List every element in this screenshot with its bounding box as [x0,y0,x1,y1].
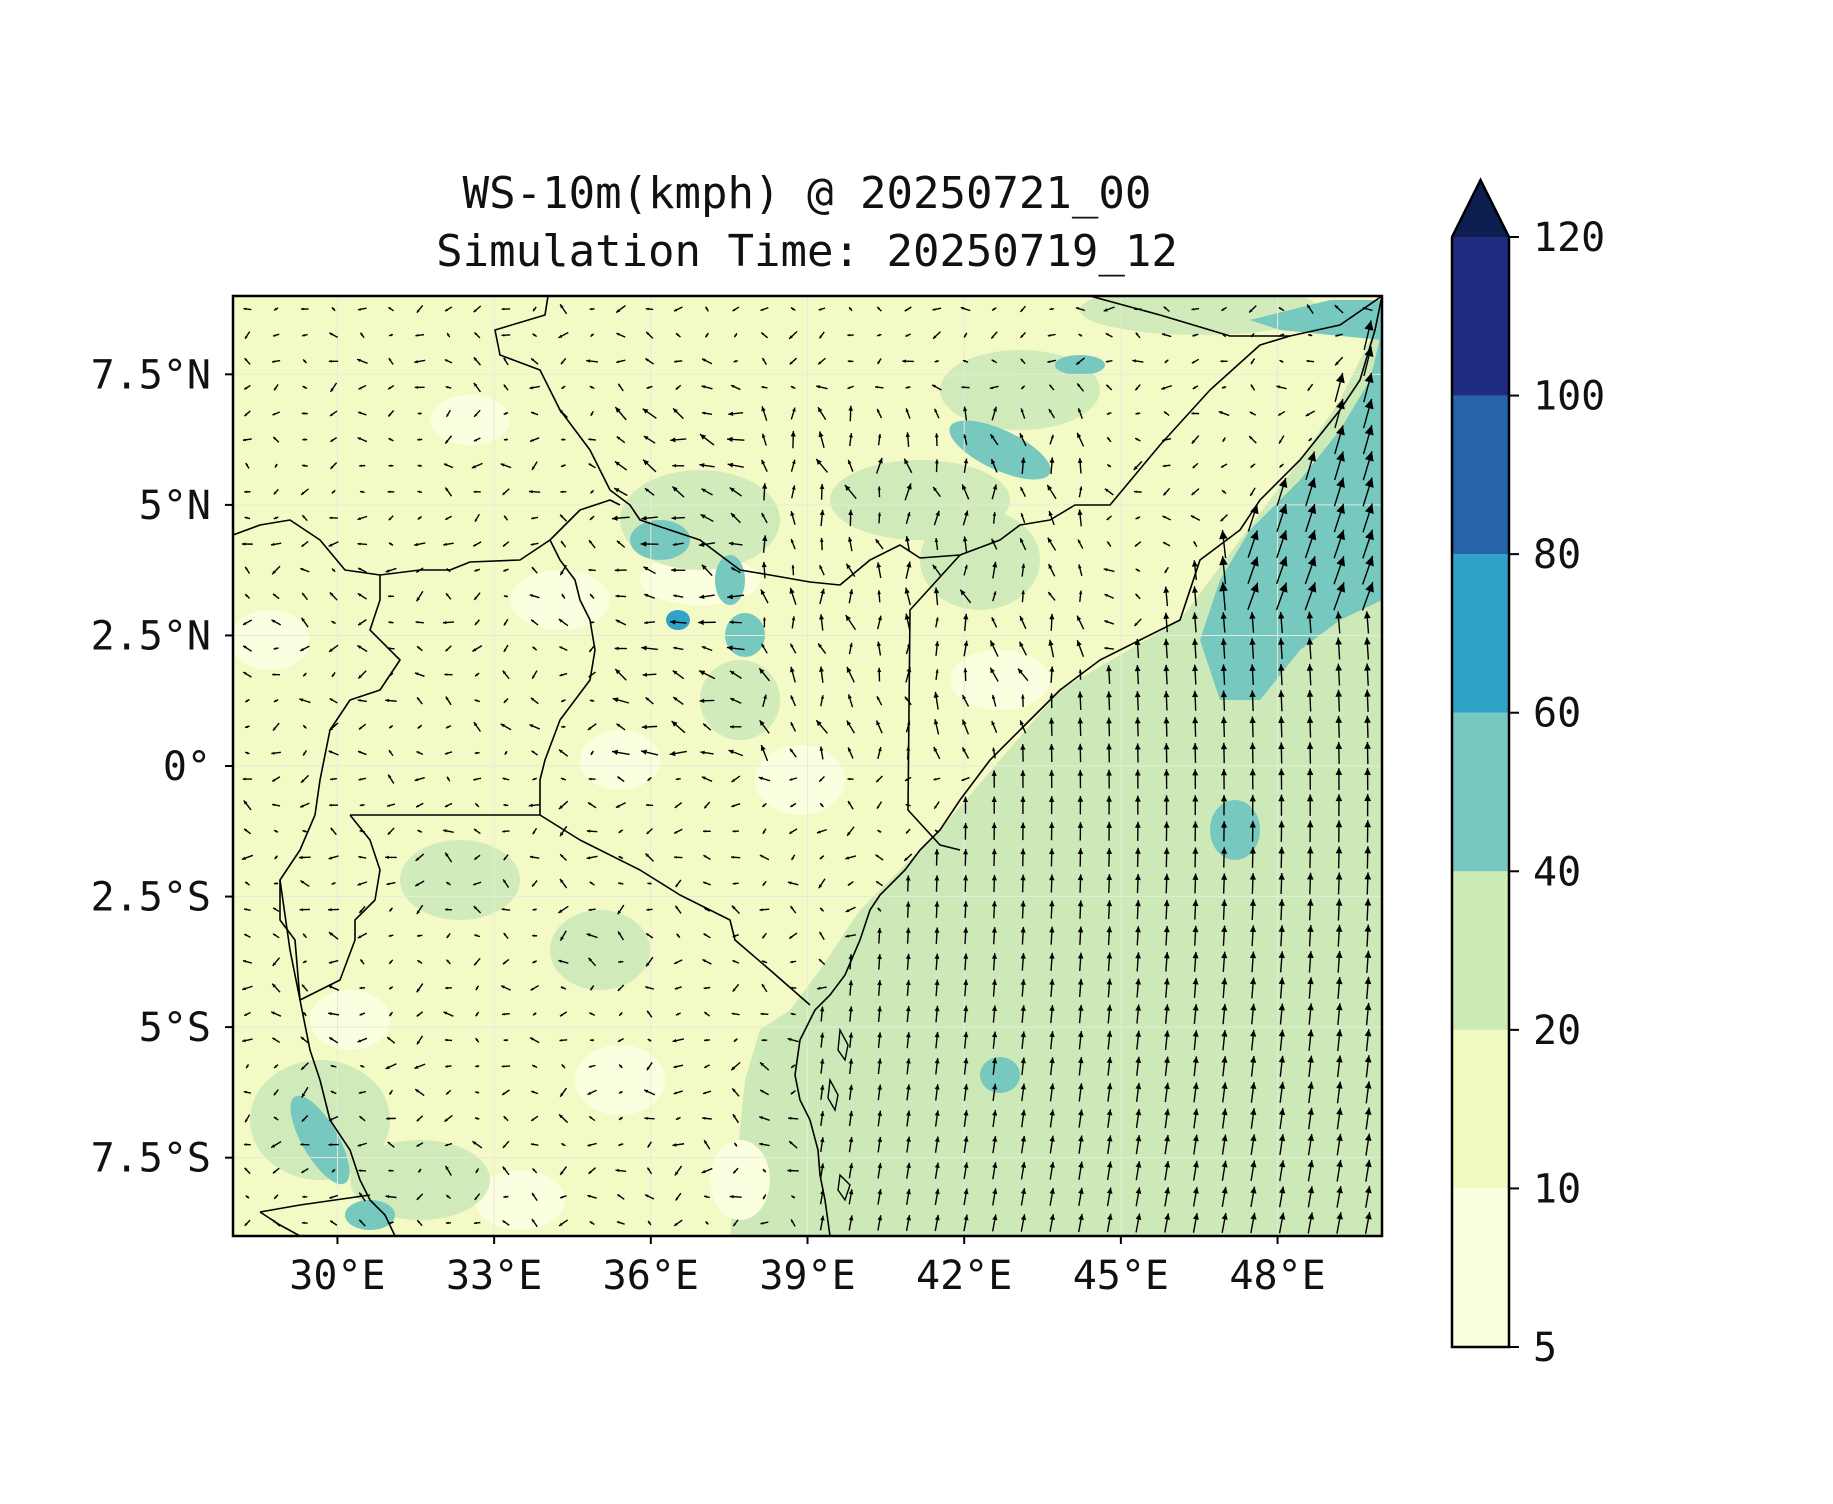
colorbar-segment [1452,1030,1509,1189]
colorbar-tick-label: 20 [1533,1008,1581,1054]
colorbar-tick-label: 80 [1533,532,1581,578]
colorbar-segment [1452,1188,1509,1347]
y-tick-label: 2.5°S [91,875,211,921]
x-tick-label: 48°E [1229,1253,1325,1299]
y-tick-label: 2.5°N [91,613,211,659]
colorbar-tick-label: 40 [1533,849,1581,895]
y-tick-label: 0° [163,744,211,790]
x-tick-label: 42°E [916,1253,1012,1299]
colorbar-extend-arrow [1452,180,1509,237]
colorbar: 5 10 20 40 60 80 100 120 [1452,180,1605,1371]
colorbar-tick-label: 60 [1533,691,1581,737]
x-tick-label: 39°E [759,1253,855,1299]
y-tick-label: 7.5°S [91,1136,211,1182]
y-tick-label: 5°S [139,1005,211,1051]
y-tick-label: 5°N [139,483,211,529]
map-panel [230,285,1382,1236]
map-title-line2: Simulation Time: 20250719_12 [436,226,1178,277]
x-tick-label: 33°E [446,1253,542,1299]
very-high-wind-patch [666,610,690,630]
colorbar-segment [1452,237,1509,396]
colorbar-tick-label: 100 [1533,374,1605,420]
map-title-line1: WS-10m(kmph) @ 20250721_00 [463,168,1152,219]
x-axis-ticks: 30°E 33°E 36°E 39°E 42°E 45°E 48°E [289,1236,1325,1299]
colorbar-tick-label: 5 [1533,1325,1557,1371]
x-tick-label: 30°E [289,1253,385,1299]
colorbar-segment [1452,871,1509,1030]
y-axis-ticks: 7.5°N 5°N 2.5°N 0° 2.5°S 5°S 7.5°S [91,352,233,1181]
y-tick-label: 7.5°N [91,352,211,398]
x-tick-label: 36°E [603,1253,699,1299]
colorbar-segment [1452,554,1509,713]
colorbar-segment [1452,713,1509,872]
colorbar-segment [1452,396,1509,555]
colorbar-tick-label: 10 [1533,1166,1581,1212]
colorbar-tick-label: 120 [1533,215,1605,261]
x-tick-label: 45°E [1073,1253,1169,1299]
